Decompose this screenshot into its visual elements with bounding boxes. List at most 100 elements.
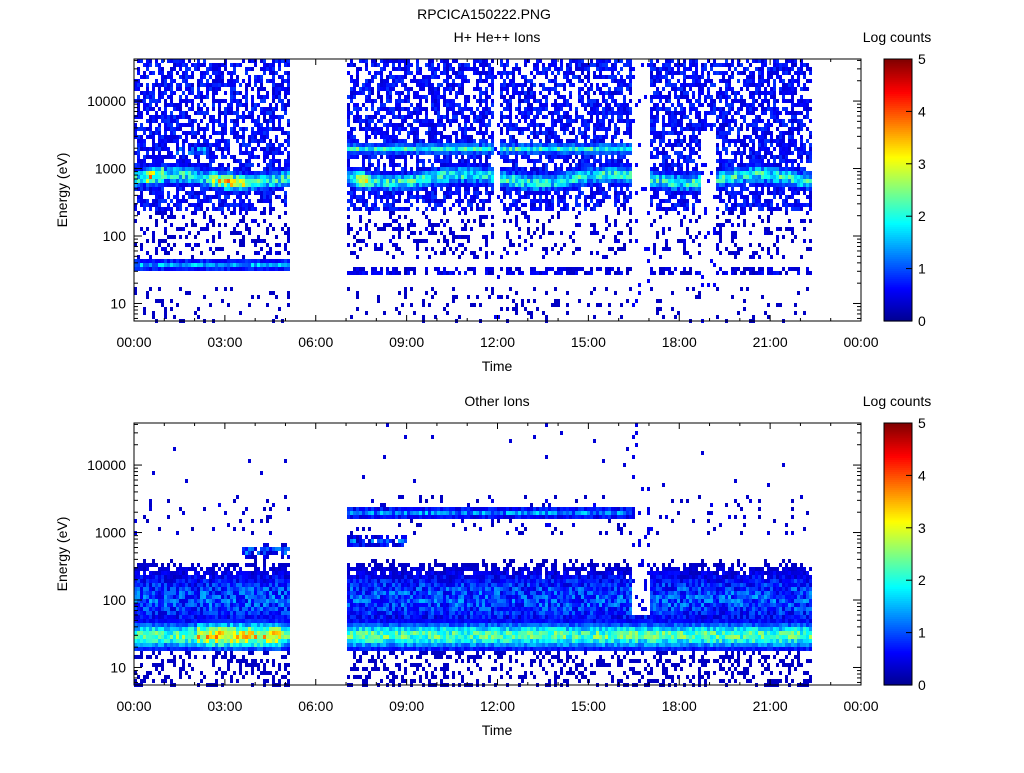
heatmap-cell	[446, 107, 449, 111]
heatmap-cell	[404, 151, 407, 155]
heatmap-cell	[167, 95, 170, 99]
heatmap-cell	[434, 231, 437, 235]
heatmap-cell	[194, 67, 197, 71]
heatmap-cell	[398, 179, 401, 183]
heatmap-cell	[482, 99, 485, 103]
heatmap-cell	[560, 171, 563, 175]
heatmap-cell	[287, 79, 290, 83]
heatmap-cell	[521, 175, 524, 179]
heatmap-cell	[191, 91, 194, 95]
heatmap-cell	[416, 127, 419, 131]
heatmap-cell	[446, 59, 449, 63]
heatmap-cell	[194, 243, 197, 247]
heatmap-cell	[668, 271, 671, 275]
heatmap-cell	[359, 227, 362, 231]
heatmap-cell	[557, 187, 560, 191]
heatmap-cell	[467, 143, 470, 147]
heatmap-cell	[389, 159, 392, 163]
heatmap-cell	[515, 127, 518, 131]
heatmap-cell	[482, 179, 485, 183]
heatmap-cell	[626, 143, 629, 147]
heatmap-cell	[668, 139, 671, 143]
heatmap-cell	[197, 207, 200, 211]
heatmap-cell	[656, 299, 659, 303]
heatmap-cell	[401, 143, 404, 147]
heatmap-cell	[443, 79, 446, 83]
heatmap-cell	[527, 187, 530, 191]
heatmap-cell	[647, 63, 650, 67]
heatmap-cell	[662, 127, 665, 131]
heatmap-cell	[239, 259, 242, 263]
heatmap-cell	[653, 191, 656, 195]
heatmap-cell	[368, 191, 371, 195]
heatmap-cell	[428, 59, 431, 63]
heatmap-cell	[407, 147, 410, 151]
heatmap-cell	[395, 187, 398, 191]
heatmap-cell	[245, 91, 248, 95]
heatmap-cell	[521, 299, 524, 303]
heatmap-cell	[539, 83, 542, 87]
heatmap-cell	[656, 87, 659, 91]
heatmap-cell	[602, 127, 605, 131]
heatmap-cell	[281, 103, 284, 107]
heatmap-cell	[653, 183, 656, 187]
heatmap-cell	[185, 67, 188, 71]
heatmap-cell	[248, 231, 251, 235]
heatmap-cell	[509, 287, 512, 291]
heatmap-cell	[458, 67, 461, 71]
heatmap-cell	[230, 171, 233, 175]
heatmap-cell	[674, 203, 677, 207]
heatmap-cell	[227, 171, 230, 175]
heatmap-cell	[218, 235, 221, 239]
heatmap-cell	[572, 131, 575, 135]
heatmap-cell	[548, 179, 551, 183]
heatmap-cell	[446, 75, 449, 79]
heatmap-cell	[428, 63, 431, 67]
heatmap-cell	[419, 71, 422, 75]
heatmap-cell	[230, 107, 233, 111]
heatmap-cell	[404, 267, 407, 271]
heatmap-cell	[590, 103, 593, 107]
heatmap-cell	[554, 183, 557, 187]
heatmap-cell	[545, 135, 548, 139]
heatmap-cell	[533, 115, 536, 119]
heatmap-cell	[662, 179, 665, 183]
heatmap-cell	[347, 139, 350, 143]
heatmap-cell	[533, 267, 536, 271]
heatmap-cell	[404, 147, 407, 151]
heatmap-cell	[230, 191, 233, 195]
heatmap-cell	[533, 127, 536, 131]
heatmap-cell	[521, 271, 524, 275]
heatmap-cell	[500, 131, 503, 135]
heatmap-cell	[155, 111, 158, 115]
heatmap-cell	[140, 191, 143, 195]
heatmap-cell	[419, 195, 422, 199]
heatmap-cell	[227, 263, 230, 267]
heatmap-cell	[161, 59, 164, 63]
heatmap-cell	[248, 183, 251, 187]
heatmap-cell	[458, 87, 461, 91]
heatmap-cell	[461, 63, 464, 67]
heatmap-cell	[491, 151, 494, 155]
heatmap-cell	[428, 255, 431, 259]
heatmap-cell	[380, 75, 383, 79]
heatmap-cell	[590, 107, 593, 111]
heatmap-cell	[371, 163, 374, 167]
heatmap-cell	[518, 99, 521, 103]
heatmap-cell	[203, 183, 206, 187]
heatmap-cell	[581, 171, 584, 175]
heatmap-cell	[236, 251, 239, 255]
heatmap-cell	[452, 203, 455, 207]
heatmap-cell	[650, 111, 653, 115]
heatmap-cell	[653, 63, 656, 67]
heatmap-cell	[350, 251, 353, 255]
heatmap-cell	[377, 111, 380, 115]
heatmap-cell	[194, 235, 197, 239]
heatmap-cell	[155, 127, 158, 131]
heatmap-cell	[485, 167, 488, 171]
heatmap-cell	[566, 267, 569, 271]
heatmap-cell	[665, 111, 668, 115]
heatmap-cell	[485, 147, 488, 151]
heatmap-cell	[398, 223, 401, 227]
heatmap-cell	[269, 247, 272, 251]
